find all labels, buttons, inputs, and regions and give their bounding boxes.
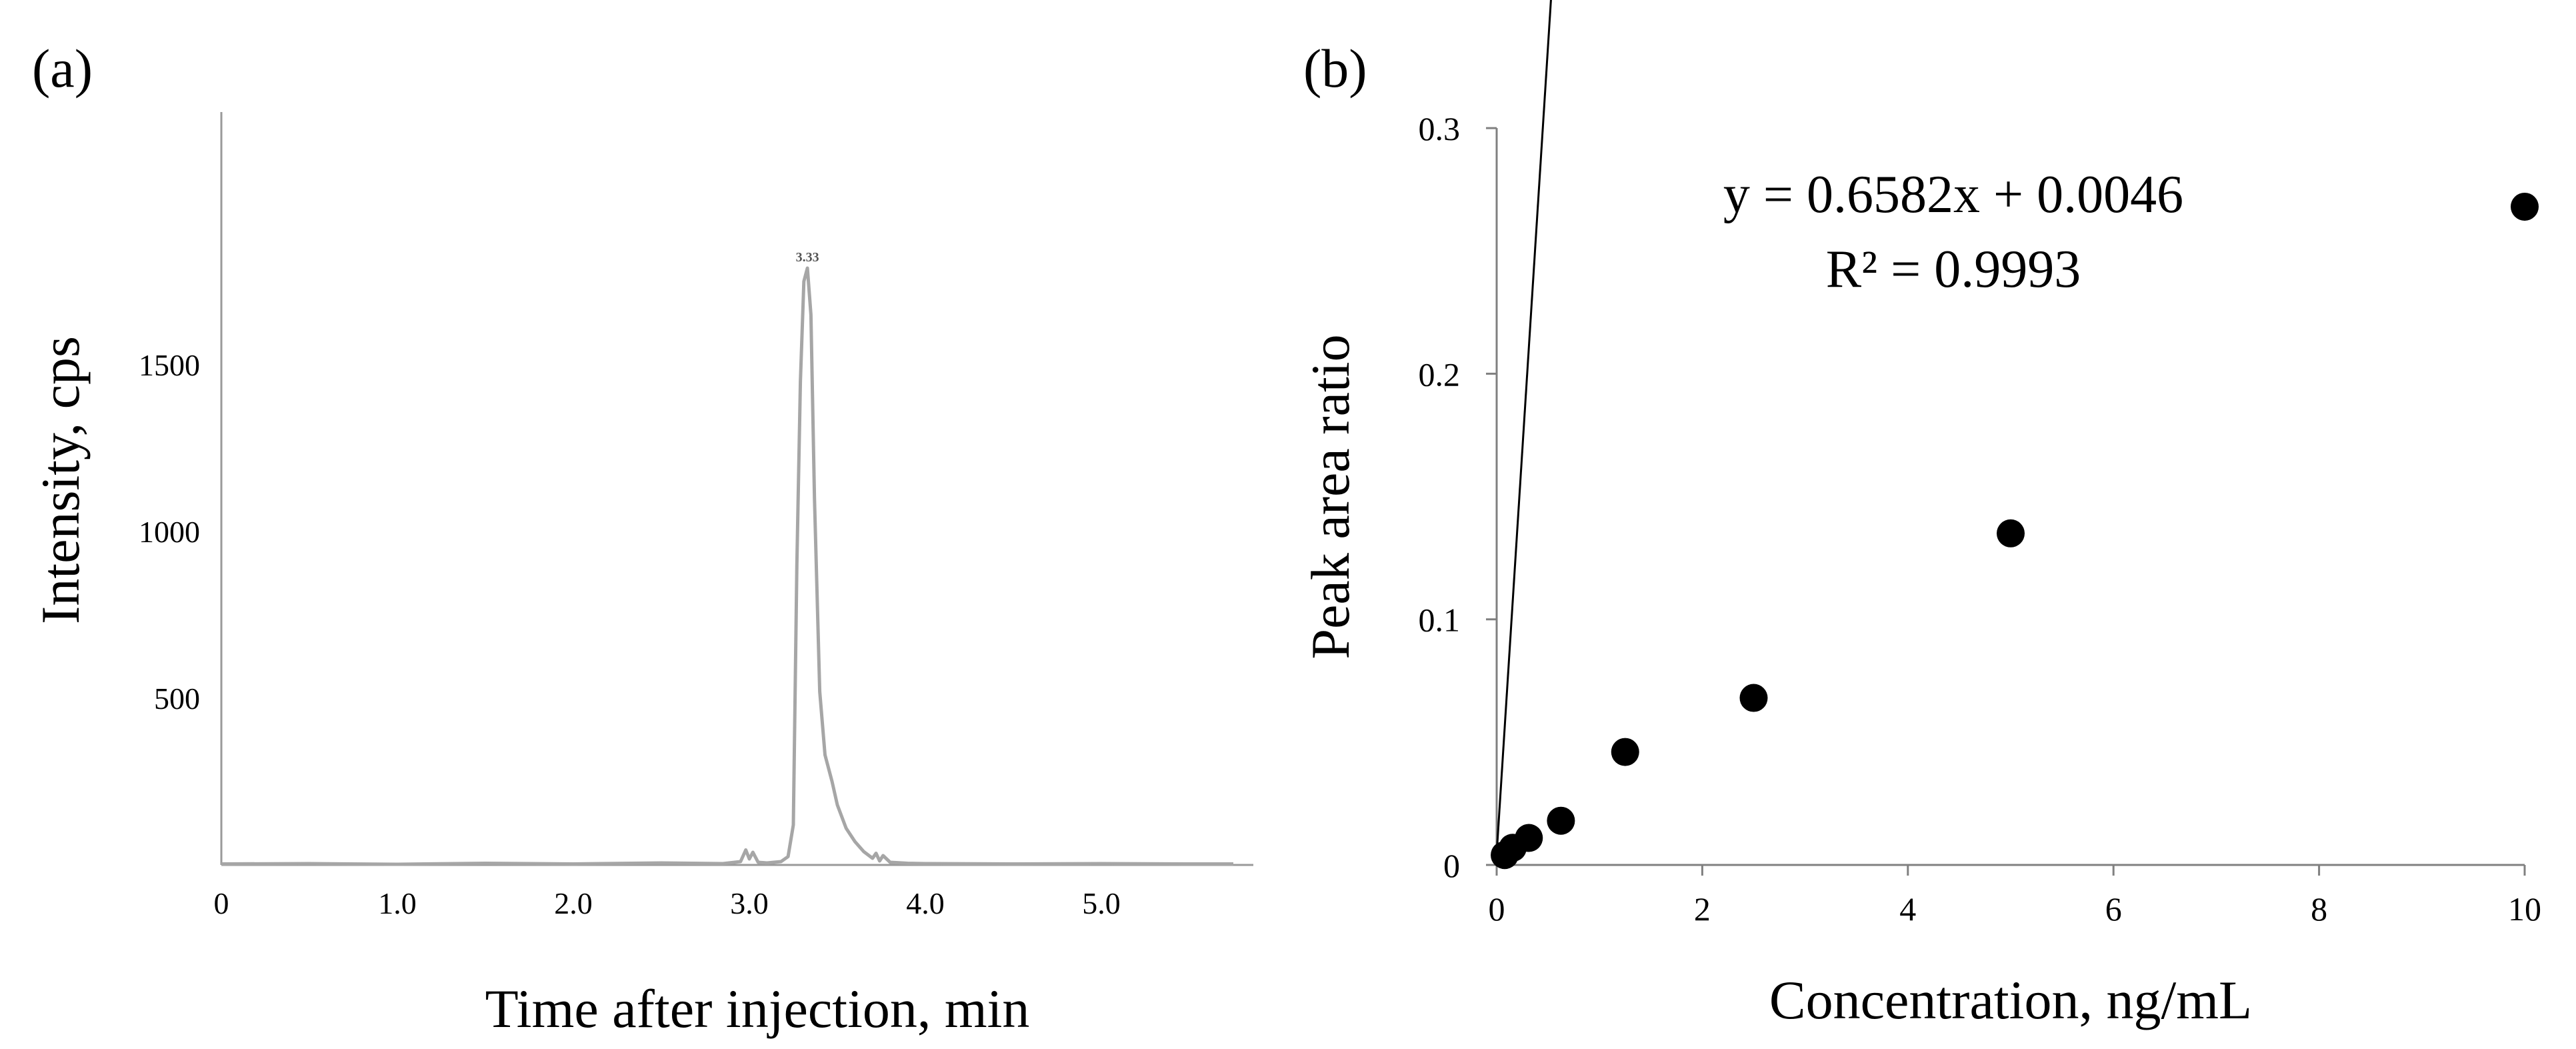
chromatogram-x-tick-label: 2.0 xyxy=(554,886,593,920)
chromatogram-x-axis-title: Time after injection, min xyxy=(485,978,1030,1039)
calibration-point xyxy=(1739,684,1768,712)
panel-label-b: (b) xyxy=(1303,38,1367,99)
calibration-y-tick-label: 0.3 xyxy=(1419,110,1461,147)
chromatogram-y-tick-label: 1500 xyxy=(139,348,200,382)
calibration-x-tick-label: 6 xyxy=(2105,890,2122,928)
calibration-point xyxy=(1997,519,2025,548)
calibration-x-tick-label: 2 xyxy=(1694,890,1711,928)
chromatogram-x-tick-label: 5.0 xyxy=(1082,886,1121,920)
chromatogram-y-tick-label: 500 xyxy=(154,682,200,716)
chromatogram-y-tick-label: 1000 xyxy=(139,515,200,549)
panel-label-a: (a) xyxy=(32,38,93,99)
chromatogram-x-tick-label: 4.0 xyxy=(906,886,945,920)
r-squared-label: R² = 0.9993 xyxy=(1826,240,2081,299)
calibration-y-tick-label: 0.2 xyxy=(1419,355,1461,393)
calibration-point xyxy=(1611,738,1639,766)
calibration-trendline xyxy=(1495,0,1552,854)
chromatogram-x-ticks: 0 1.0 2.0 3.0 4.0 5.0 xyxy=(214,886,1121,920)
calibration-x-tick-label: 0 xyxy=(1489,890,1505,928)
calibration-point xyxy=(2511,192,2539,221)
chromatogram-x-tick-label: 0 xyxy=(214,886,229,920)
calibration-y-ticks: 0 0.1 0.2 0.3 xyxy=(1419,110,1497,884)
calibration-x-axis-title: Concentration, ng/mL xyxy=(1769,970,2252,1030)
chromatogram-trace xyxy=(221,266,1233,866)
calibration-y-tick-label: 0 xyxy=(1443,847,1460,884)
calibration-x-tick-label: 10 xyxy=(2508,890,2541,928)
chromatogram-y-axis-title: Intensity, cps xyxy=(30,336,91,624)
calibration-point xyxy=(1515,824,1543,852)
calibration-points xyxy=(1491,192,2539,870)
calibration-x-ticks: 0 2 4 6 8 10 xyxy=(1489,865,2541,928)
calibration-x-tick-label: 8 xyxy=(2311,890,2327,928)
chromatogram-x-tick-label: 1.0 xyxy=(378,886,417,920)
peak-label: 3.33 xyxy=(796,250,819,265)
regression-equation: y = 0.6582x + 0.0046 xyxy=(1723,165,2183,224)
chromatogram-y-ticks: 500 1000 1500 xyxy=(139,348,200,716)
calibration-panel: (b) 0 2 4 6 8 10 0 0.1 0.2 0.3 y = 0.6582x + 0.0… xyxy=(1300,0,2541,1030)
calibration-point xyxy=(1547,806,1575,835)
calibration-y-tick-label: 0.1 xyxy=(1419,602,1461,639)
chromatogram-panel: (a) 0 1.0 2.0 3.0 4.0 5.0 500 1000 1500 3.33 Ti… xyxy=(30,38,1253,1039)
chromatogram-x-tick-label: 3.0 xyxy=(730,886,769,920)
calibration-y-axis-title: Peak area ratio xyxy=(1300,334,1361,659)
calibration-x-tick-label: 4 xyxy=(1899,890,1916,928)
